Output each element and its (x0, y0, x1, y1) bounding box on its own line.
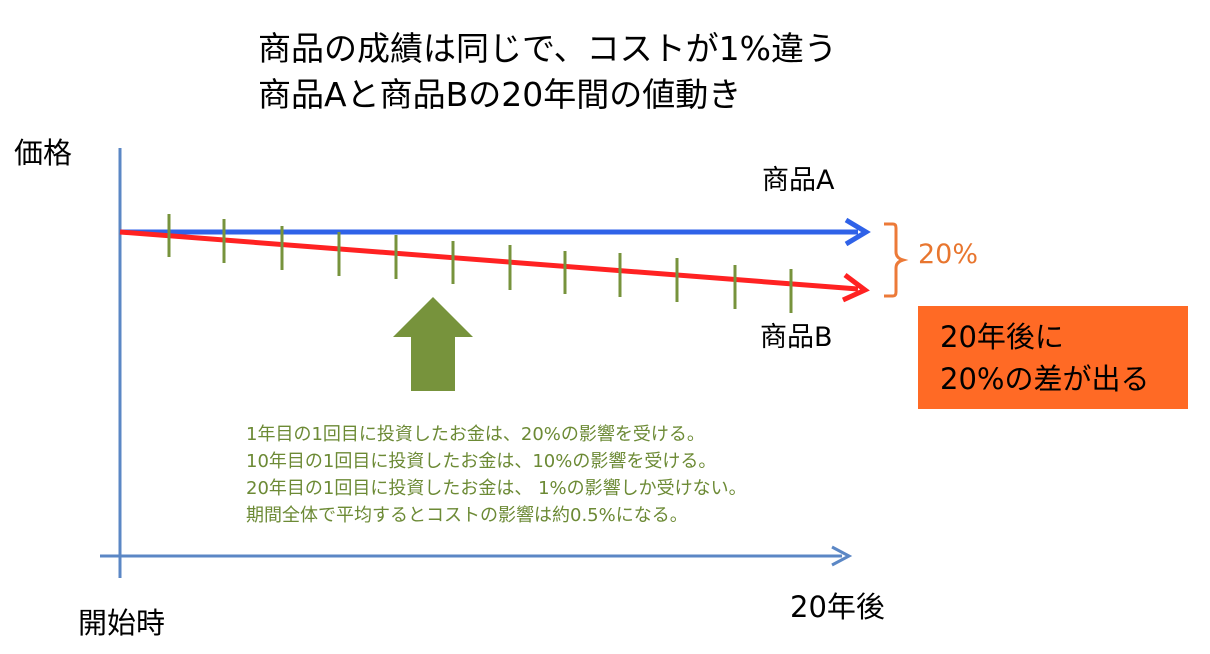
note-line: 10年目の1回目に投資したお金は、10%の影響を受ける。 (246, 451, 717, 472)
title-line-2: 商品Aと商品Bの20年間の値動き (258, 75, 742, 114)
x-axis-end-label: 20年後 (790, 590, 885, 624)
callout-line-2: 20%の差が出る (940, 362, 1150, 396)
callout-box: 20年後に 20%の差が出る (918, 306, 1188, 409)
title: 商品の成績は同じで、コストが1%違う 商品Aと商品Bの20年間の値動き (258, 26, 837, 118)
difference-label: 20% (918, 239, 979, 270)
series-a-label: 商品A (762, 165, 835, 196)
note-line: 期間全体で平均するとコストの影響は約0.5%になる。 (246, 505, 688, 526)
y-axis-label: 価格 (14, 136, 73, 170)
series-a-arrowhead (844, 217, 871, 247)
series-b-line (119, 229, 859, 292)
x-axis-start-label: 開始時 (78, 606, 166, 640)
note-line: 1年目の1回目に投資したお金は、20%の影響を受ける。 (246, 424, 705, 445)
callout-line-1: 20年後に (940, 320, 1064, 354)
series-b-label: 商品B (760, 322, 833, 353)
title-line-1: 商品の成績は同じで、コストが1%違う (258, 29, 838, 68)
note-line: 20年目の1回目に投資したお金は、 1%の影響しか受けない。 (246, 478, 747, 499)
yearly-ticks (167, 214, 793, 313)
x-axis-arrowhead (831, 545, 853, 567)
series-b-arrowhead (841, 273, 870, 303)
big-up-arrow-icon (393, 297, 473, 391)
explanation-notes: 1年目の1回目に投資したお金は、20%の影響を受ける。 10年目の1回目に投資し… (246, 421, 747, 529)
difference-bracket (884, 222, 909, 298)
